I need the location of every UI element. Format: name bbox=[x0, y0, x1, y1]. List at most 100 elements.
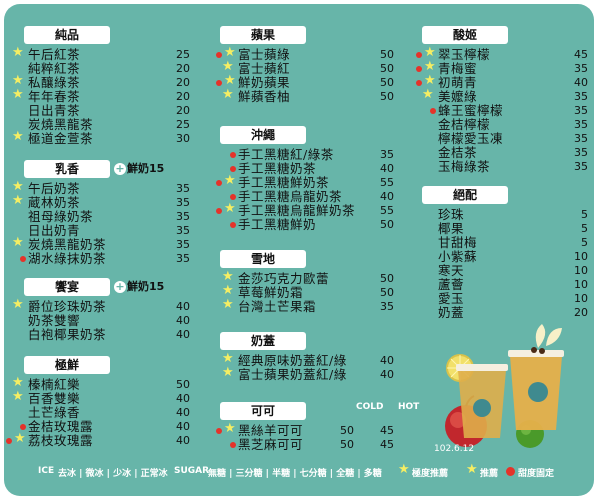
item-name: 草莓鮮奶霜 bbox=[238, 285, 304, 300]
item-name: 湖水綠抹奶茶 bbox=[28, 251, 107, 266]
menu-item: ★ 富士蘋果奶蓋紅/綠 40 bbox=[222, 365, 400, 382]
menu-item: ★ 青梅蜜 35 bbox=[416, 59, 594, 76]
menu-item: ★ 手工黑糖烏龍鮮奶茶 55 bbox=[216, 202, 400, 218]
addon-label: 鮮奶15 bbox=[127, 162, 165, 175]
item-price-hot: 45 bbox=[380, 438, 394, 451]
item-price: 35 bbox=[380, 148, 394, 161]
item-price: 50 bbox=[176, 378, 190, 391]
recommended-star-icon: ★ bbox=[222, 297, 234, 312]
section-addon: + 鮮奶15 bbox=[114, 160, 164, 178]
item-name: 翠玉檸檬 bbox=[438, 47, 491, 62]
item-price: 40 bbox=[176, 328, 190, 341]
menu-item: ★ 午后紅茶 25 bbox=[12, 46, 196, 62]
menu-item: ★ 黑絲羊可可 50 45 bbox=[216, 422, 400, 438]
item-name: 炭燒黑龍茶 bbox=[28, 117, 94, 132]
menu-item: ★ 蔵林奶茶 35 bbox=[12, 194, 196, 210]
item-price: 40 bbox=[176, 314, 190, 327]
sweetness-fixed-dot-icon bbox=[216, 428, 222, 434]
plus-icon: + bbox=[114, 280, 126, 293]
section-addon: + 鮮奶15 bbox=[114, 278, 164, 296]
menu-board: 純品 ★ 午后紅茶 25 純粹紅茶 20 ★ 私釀綠茶 20 ★ 年年春茶 20 日出青茶 20 炭燒黑龍茶… bbox=[4, 4, 594, 496]
item-name: 鮮奶蘋果 bbox=[238, 75, 291, 90]
item-price: 50 bbox=[380, 90, 394, 103]
recommended-star-icon: ★ bbox=[12, 235, 24, 250]
item-price: 20 bbox=[176, 104, 190, 117]
item-name: 奶蓋 bbox=[438, 305, 465, 320]
item-name: 午后紅茶 bbox=[28, 47, 81, 62]
menu-item: 手工黑糖鮮奶 50 bbox=[222, 218, 400, 232]
item-name: 手工黑糖鮮奶茶 bbox=[238, 175, 330, 190]
sweetness-fixed-dot-icon bbox=[430, 108, 436, 114]
recommended-star-icon: ★ bbox=[222, 365, 234, 380]
item-price: 40 bbox=[380, 368, 394, 381]
sweetness-fixed-dot-icon bbox=[216, 180, 222, 186]
section-header: 沖繩 bbox=[220, 126, 306, 144]
menu-item: 手工黑糖烏龍奶茶 40 bbox=[222, 190, 400, 204]
item-name: 金桔玫瑰露 bbox=[28, 419, 94, 434]
recommended-star-icon: ★ bbox=[12, 375, 24, 390]
item-price: 25 bbox=[176, 48, 190, 61]
item-price: 10 bbox=[574, 278, 588, 291]
item-price: 10 bbox=[574, 250, 588, 263]
item-name: 祖母綠奶茶 bbox=[28, 209, 94, 224]
item-price: 50 bbox=[380, 286, 394, 299]
menu-item: ★ 鮮奶蘋果 50 bbox=[216, 73, 400, 90]
menu-item: 玉梅綠茶 35 bbox=[422, 160, 594, 174]
menu-item: 蜂王蜜檸檬 35 bbox=[422, 104, 594, 118]
item-price: 35 bbox=[574, 104, 588, 117]
menu-item: ★ 年年春茶 20 bbox=[12, 88, 196, 104]
menu-item: ★ 初萌青 40 bbox=[416, 74, 594, 90]
ice-label: ICE bbox=[38, 466, 55, 476]
menu-item: 檸檬愛玉凍 35 bbox=[422, 132, 594, 146]
item-price: 55 bbox=[380, 204, 394, 217]
menu-item: 金桔檸檬 35 bbox=[422, 118, 594, 132]
item-price: 40 bbox=[380, 354, 394, 367]
item-price-cold: 50 bbox=[340, 424, 354, 437]
recommended-star-icon: ★ bbox=[222, 351, 234, 366]
item-price: 35 bbox=[574, 90, 588, 103]
menu-item: 椰果 5 bbox=[422, 222, 594, 236]
sweetness-fixed-dot-icon bbox=[230, 194, 236, 200]
item-price: 55 bbox=[380, 176, 394, 189]
item-price: 40 bbox=[380, 190, 394, 203]
sweetness-fixed-dot-icon bbox=[416, 52, 422, 58]
item-name: 玉梅綠茶 bbox=[438, 159, 491, 174]
sugar-options: 無糖 | 三分糖 | 半糖 | 七分糖 | 全糖 | 多糖 bbox=[208, 469, 382, 479]
sweetness-fixed-dot-icon bbox=[6, 438, 12, 444]
menu-date: 102.6.12 bbox=[434, 444, 475, 454]
item-price: 35 bbox=[176, 210, 190, 223]
item-name: 金桔茶 bbox=[438, 145, 478, 160]
item-price: 40 bbox=[380, 162, 394, 175]
item-price: 20 bbox=[176, 90, 190, 103]
item-price: 10 bbox=[574, 264, 588, 277]
item-name: 爵位珍珠奶茶 bbox=[28, 299, 107, 314]
item-name: 日出奶青 bbox=[28, 223, 81, 238]
recommended-star-icon: ★ bbox=[424, 45, 436, 60]
item-name: 金莎巧克力歐蕾 bbox=[238, 271, 330, 286]
menu-item: 珍珠 5 bbox=[422, 208, 594, 222]
sugar-label: SUGAR bbox=[174, 466, 210, 476]
sweetness-fixed-dot-icon bbox=[230, 166, 236, 172]
item-name: 日出青茶 bbox=[28, 103, 81, 118]
menu-item: 甘甜梅 5 bbox=[422, 236, 594, 250]
sweetness-fixed-dot-icon bbox=[416, 80, 422, 86]
menu-item: ★ 美嬤綠 35 bbox=[422, 88, 594, 104]
addon-label: 鮮奶15 bbox=[127, 280, 165, 293]
item-name: 椰果 bbox=[438, 221, 465, 236]
item-price: 40 bbox=[176, 406, 190, 419]
menu-item: ★ 鮮蘋香柚 50 bbox=[222, 88, 400, 104]
menu-item: ★ 私釀綠茶 20 bbox=[12, 74, 196, 90]
recommended-star-icon: ★ bbox=[424, 59, 436, 74]
sweetness-fixed-dot-icon bbox=[216, 80, 222, 86]
item-name: 荔枝玫瑰露 bbox=[28, 433, 94, 448]
recommended-star-icon: ★ bbox=[224, 73, 236, 88]
item-price: 50 bbox=[380, 48, 394, 61]
section-header: 蘋果 bbox=[220, 26, 306, 44]
item-name: 富士蘋果奶蓋紅/綠 bbox=[238, 367, 347, 382]
item-price: 35 bbox=[176, 182, 190, 195]
menu-item: ★ 草莓鮮奶霜 50 bbox=[222, 284, 400, 300]
item-price: 35 bbox=[380, 300, 394, 313]
menu-item: ★ 百香雙樂 40 bbox=[12, 390, 196, 406]
item-name: 土芒綠香 bbox=[28, 405, 81, 420]
item-price: 20 bbox=[176, 62, 190, 75]
